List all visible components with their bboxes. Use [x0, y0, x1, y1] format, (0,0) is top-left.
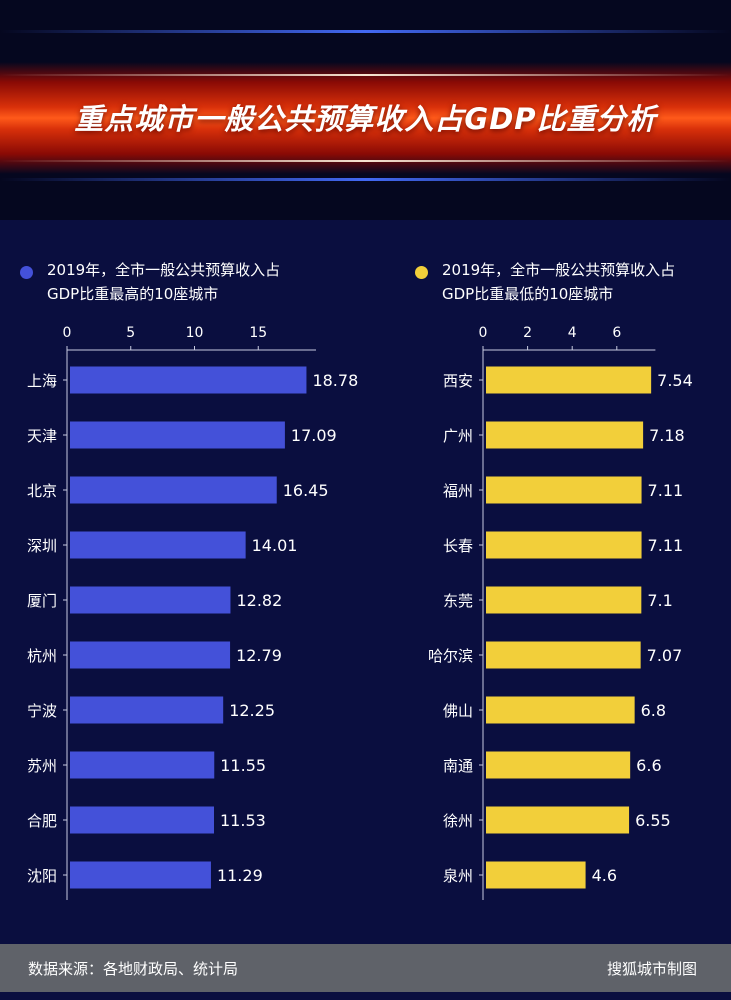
highest-value-label: 16.45 — [283, 481, 329, 500]
highest-bar — [70, 366, 307, 394]
legend-dot-icon — [20, 266, 33, 279]
lowest-value-label: 7.11 — [648, 536, 684, 555]
lowest-value-label: 6.8 — [641, 701, 666, 720]
highest-category-label: 杭州 — [27, 647, 57, 665]
lowest-value-label: 7.07 — [647, 646, 683, 665]
legend-lowest-text: 2019年，全市一般公共预算收入占 GDP比重最低的10座城市 — [442, 258, 731, 306]
highest-value-label: 14.01 — [252, 536, 298, 555]
lowest-bar — [486, 861, 586, 889]
banner-blue-streak — [0, 30, 731, 33]
highest-category-label: 深圳 — [27, 537, 57, 555]
highest-bar — [70, 531, 246, 559]
highest-value-label: 11.55 — [220, 756, 266, 775]
banner-light-streak — [0, 74, 731, 76]
legend-lowest-line1: 2019年，全市一般公共预算收入占 — [442, 261, 676, 279]
highest-value-label: 11.53 — [220, 811, 266, 830]
highest-x-tick-label: 15 — [249, 325, 267, 341]
highest-bar — [70, 696, 224, 724]
bar-charts: 0 5 10 15 上海 18.78 天津 17.09 北京 16.45 深圳 14.01 厦门 12.8… — [27, 325, 693, 900]
lowest-category-label: 南通 — [443, 757, 473, 775]
lowest-bar — [486, 696, 635, 724]
highest-value-label: 11.29 — [217, 866, 263, 885]
lowest-bar — [486, 751, 631, 779]
lowest-bar — [486, 476, 642, 504]
lowest-category-label: 广州 — [443, 427, 473, 445]
highest-category-label: 苏州 — [27, 757, 57, 775]
lowest-x-tick-label: 4 — [568, 325, 577, 341]
highest-x-tick-label: 5 — [126, 325, 135, 341]
highest-bar — [70, 421, 285, 449]
legend-highest-line1: 2019年，全市一般公共预算收入占 — [47, 261, 281, 279]
lowest-value-label: 6.6 — [636, 756, 661, 775]
highest-bar — [70, 861, 211, 889]
lowest-value-label: 7.1 — [647, 591, 672, 610]
legend-highest-text: 2019年，全市一般公共预算收入占 GDP比重最高的10座城市 — [47, 258, 337, 306]
footer: 数据来源：各地财政局、统计局 搜狐城市制图 — [0, 944, 731, 992]
highest-bar — [70, 751, 215, 779]
legend-highest-line2: GDP比重最高的10座城市 — [47, 285, 219, 303]
highest-value-label: 17.09 — [291, 426, 337, 445]
highest-bar — [70, 586, 231, 614]
highest-value-label: 12.82 — [236, 591, 282, 610]
lowest-bar — [486, 586, 642, 614]
lowest-bar — [486, 806, 630, 834]
lowest-category-label: 长春 — [443, 537, 473, 555]
highest-value-label: 18.78 — [312, 371, 358, 390]
banner-glow — [0, 62, 731, 174]
highest-category-label: 宁波 — [27, 702, 57, 720]
banner-blue-streak — [0, 178, 731, 181]
highest-category-label: 北京 — [27, 482, 57, 500]
highest-category-label: 天津 — [27, 427, 57, 445]
lowest-category-label: 哈尔滨 — [428, 647, 473, 665]
lowest-bar — [486, 421, 644, 449]
highest-bar — [70, 476, 277, 504]
lowest-bar — [486, 641, 641, 669]
lowest-category-label: 西安 — [443, 372, 473, 390]
legend-dot-icon — [415, 266, 428, 279]
lowest-value-label: 7.18 — [649, 426, 685, 445]
highest-value-label: 12.79 — [236, 646, 282, 665]
lowest-category-label: 福州 — [443, 482, 473, 500]
lowest-category-label: 徐州 — [443, 812, 473, 830]
legend-lowest: 2019年，全市一般公共预算收入占 GDP比重最低的10座城市 — [415, 258, 731, 306]
lowest-value-label: 4.6 — [592, 866, 617, 885]
chart-credit: 搜狐城市制图 — [606, 960, 697, 978]
highest-x-tick-label: 0 — [63, 325, 72, 341]
highest-category-label: 合肥 — [27, 812, 57, 830]
highest-category-label: 沈阳 — [27, 867, 57, 885]
highest-x-tick-label: 10 — [186, 325, 204, 341]
lowest-category-label: 佛山 — [443, 702, 473, 720]
lowest-value-label: 7.11 — [648, 481, 684, 500]
lowest-bar — [486, 366, 652, 394]
highest-value-label: 12.25 — [229, 701, 275, 720]
highest-bar — [70, 641, 231, 669]
highest-category-label: 上海 — [27, 372, 57, 390]
lowest-x-tick-label: 0 — [479, 325, 488, 341]
lowest-bar — [486, 531, 642, 559]
data-source: 数据来源：各地财政局、统计局 — [28, 960, 239, 978]
banner-light-streak — [0, 160, 731, 162]
lowest-x-tick-label: 2 — [523, 325, 532, 341]
lowest-value-label: 6.55 — [635, 811, 671, 830]
lowest-value-label: 7.54 — [657, 371, 693, 390]
lowest-category-label: 泉州 — [443, 867, 473, 885]
lowest-category-label: 东莞 — [443, 592, 473, 610]
page-title: 重点城市一般公共预算收入占GDP比重分析 — [74, 102, 657, 136]
highest-category-label: 厦门 — [27, 592, 57, 610]
highest-bar — [70, 806, 215, 834]
title-banner: 重点城市一般公共预算收入占GDP比重分析 — [0, 0, 731, 220]
lowest-x-tick-label: 6 — [612, 325, 621, 341]
legend-lowest-line2: GDP比重最低的10座城市 — [442, 285, 614, 303]
legend-highest: 2019年，全市一般公共预算收入占 GDP比重最高的10座城市 — [20, 258, 337, 306]
